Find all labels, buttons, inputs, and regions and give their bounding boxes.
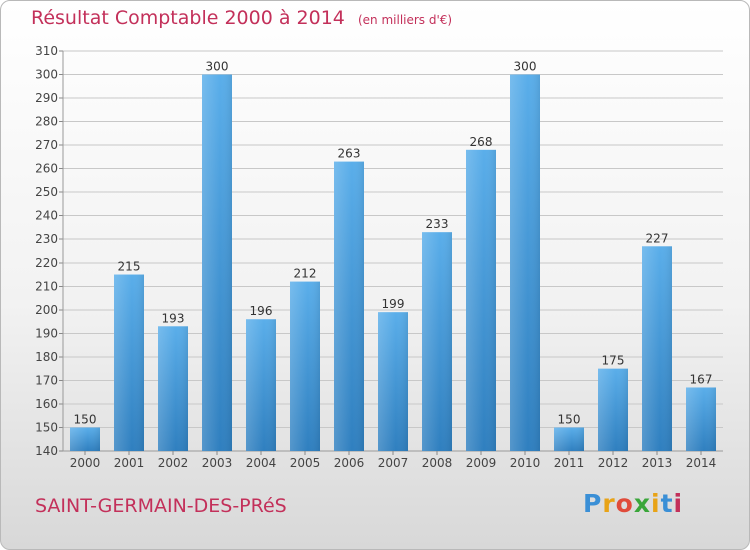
bar-shade-2003 bbox=[202, 74, 232, 451]
y-tick-label: 220 bbox=[35, 256, 58, 270]
data-label-2011: 150 bbox=[558, 412, 581, 426]
title-unit: (en milliers d'€) bbox=[357, 13, 453, 27]
bar-shade-2001 bbox=[114, 274, 144, 451]
bar-shade-2011 bbox=[554, 427, 584, 451]
bar-shade-2012 bbox=[598, 368, 628, 451]
y-tick-label: 230 bbox=[35, 232, 58, 246]
bar-shade-2007 bbox=[378, 312, 408, 451]
data-label-2014: 167 bbox=[690, 372, 713, 386]
logo-letter: P bbox=[583, 489, 603, 518]
y-tick-label: 260 bbox=[35, 162, 58, 176]
x-tick-label-2001: 2001 bbox=[114, 456, 145, 470]
y-tick-label: 280 bbox=[35, 115, 58, 129]
data-label-2008: 233 bbox=[426, 217, 449, 231]
y-tick-label: 210 bbox=[35, 279, 58, 293]
data-label-2012: 175 bbox=[602, 354, 625, 368]
logo-letter: x bbox=[633, 489, 651, 518]
x-tick-label-2006: 2006 bbox=[334, 456, 365, 470]
y-tick-label: 160 bbox=[35, 397, 58, 411]
y-tick-label: 190 bbox=[35, 326, 58, 340]
logo-letter: r bbox=[602, 489, 616, 518]
chart-title: Résultat Comptable 2000 à 2014 (en milli… bbox=[31, 7, 452, 29]
data-label-2001: 215 bbox=[118, 260, 141, 274]
data-label-2007: 199 bbox=[382, 297, 405, 311]
data-label-2005: 212 bbox=[294, 267, 317, 281]
x-tick-label-2011: 2011 bbox=[554, 456, 585, 470]
x-tick-label-2012: 2012 bbox=[598, 456, 629, 470]
bar-shade-2014 bbox=[686, 387, 716, 451]
y-tick-label: 170 bbox=[35, 373, 58, 387]
y-tick-label: 290 bbox=[35, 91, 58, 105]
bars bbox=[70, 74, 716, 451]
x-tick-label-2009: 2009 bbox=[466, 456, 497, 470]
x-tick-label-2008: 2008 bbox=[422, 456, 453, 470]
data-label-2002: 193 bbox=[162, 311, 185, 325]
logo-letter: o bbox=[615, 489, 634, 518]
data-label-2006: 263 bbox=[338, 147, 361, 161]
y-tick-label: 200 bbox=[35, 303, 58, 317]
bar-shade-2008 bbox=[422, 232, 452, 451]
data-label-2009: 268 bbox=[470, 135, 493, 149]
y-axis-ticks: 140 150 160 170 180 190 200 210 220 230 240 250 260 2… bbox=[35, 44, 723, 458]
data-label-2010: 300 bbox=[514, 60, 537, 74]
x-tick-label-2002: 2002 bbox=[158, 456, 189, 470]
bar-shade-2006 bbox=[334, 161, 364, 451]
data-label-2003: 300 bbox=[206, 60, 229, 74]
y-tick-label: 300 bbox=[35, 68, 58, 82]
x-tick-label-2014: 2014 bbox=[686, 456, 717, 470]
data-label-2000: 150 bbox=[74, 412, 97, 426]
bar-shade-2000 bbox=[70, 427, 100, 451]
x-tick-label-2003: 2003 bbox=[202, 456, 233, 470]
y-tick-label: 240 bbox=[35, 209, 58, 223]
x-tick-label-2004: 2004 bbox=[246, 456, 277, 470]
y-tick-label: 270 bbox=[35, 138, 58, 152]
y-tick-label: 150 bbox=[35, 420, 58, 434]
data-labels: 150 215 193 300 196 212 263 199 233 268 300 150 175 2… bbox=[74, 60, 713, 427]
y-tick-label: 310 bbox=[35, 44, 58, 58]
data-label-2013: 227 bbox=[646, 231, 669, 245]
x-tick-label-2010: 2010 bbox=[510, 456, 541, 470]
y-tick-label: 180 bbox=[35, 350, 58, 364]
proxiti-logo: Proxiti bbox=[583, 489, 683, 518]
bar-shade-2009 bbox=[466, 149, 496, 451]
bar-shade-2002 bbox=[158, 326, 188, 451]
y-tick-label: 250 bbox=[35, 185, 58, 199]
commune-name: SAINT-GERMAIN-DES-PRéS bbox=[35, 495, 287, 517]
x-axis-ticks: 2000 2001 2002 2003 2004 2005 2006 2007 2008 2009… bbox=[70, 451, 717, 470]
title-main: Résultat Comptable 2000 à 2014 bbox=[31, 7, 345, 29]
logo-letter: t bbox=[660, 489, 674, 518]
bar-shade-2004 bbox=[246, 319, 276, 451]
bar-shade-2013 bbox=[642, 246, 672, 451]
data-label-2004: 196 bbox=[250, 304, 273, 318]
y-tick-label: 140 bbox=[35, 444, 58, 458]
logo-letter: i bbox=[673, 489, 684, 518]
x-tick-label-2007: 2007 bbox=[378, 456, 409, 470]
bar-shade-2010 bbox=[510, 74, 540, 451]
x-tick-label-2013: 2013 bbox=[642, 456, 673, 470]
x-tick-label-2000: 2000 bbox=[70, 456, 101, 470]
logo-letter: i bbox=[651, 489, 661, 518]
x-tick-label-2005: 2005 bbox=[290, 456, 321, 470]
bar-shade-2005 bbox=[290, 281, 320, 451]
